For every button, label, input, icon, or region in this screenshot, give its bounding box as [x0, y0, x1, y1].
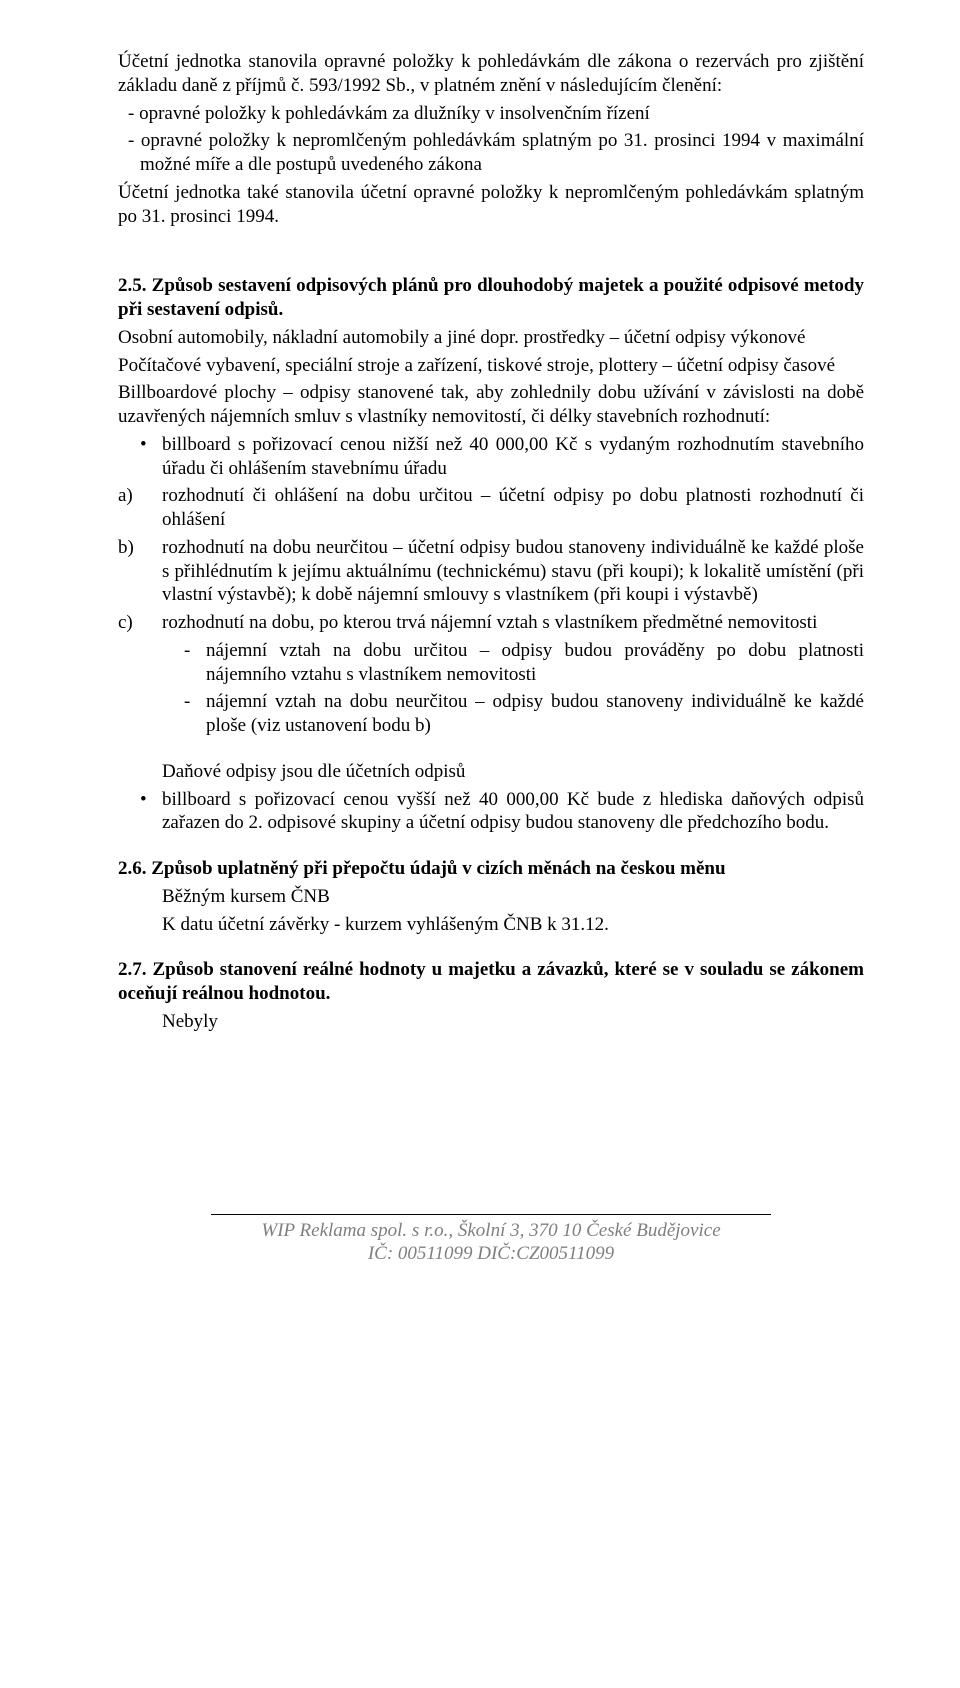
- footer-line-2: IČ: 00511099 DIČ:CZ00511099: [118, 1242, 864, 1266]
- paragraph: Počítačové vybavení, speciální stroje a …: [118, 354, 864, 378]
- marker-a: a): [118, 484, 133, 508]
- list-item-text: rozhodnutí na dobu, po kterou trvá nájem…: [162, 612, 817, 633]
- list-item: - opravné položky k pohledávkám za dlužn…: [118, 102, 864, 126]
- paragraph: Účetní jednotka stanovila opravné položk…: [118, 50, 864, 98]
- marker-c: c): [118, 611, 133, 635]
- paragraph: Účetní jednotka také stanovila účetní op…: [118, 181, 864, 229]
- list-item-b: b) rozhodnutí na dobu neurčitou – účetní…: [118, 536, 864, 607]
- marker-b: b): [118, 536, 134, 560]
- section-heading-2-7: 2.7. Způsob stanovení reálné hodnoty u m…: [118, 958, 864, 1006]
- sub-list-item: nájemní vztah na dobu určitou – odpisy b…: [118, 639, 864, 687]
- list-item-text: rozhodnutí na dobu neurčitou – účetní od…: [162, 537, 864, 606]
- list-item-text: rozhodnutí či ohlášení na dobu určitou –…: [162, 485, 864, 530]
- paragraph: Daňové odpisy jsou dle účetních odpisů: [118, 760, 864, 784]
- paragraph: Běžným kursem ČNB: [118, 885, 864, 909]
- list-item-c: c) rozhodnutí na dobu, po kterou trvá ná…: [118, 611, 864, 635]
- sub-list-item: nájemní vztah na dobu neurčitou – odpisy…: [118, 690, 864, 738]
- footer-divider: [211, 1214, 771, 1215]
- paragraph: Billboardové plochy – odpisy stanovené t…: [118, 381, 864, 429]
- document-page: Účetní jednotka stanovila opravné položk…: [0, 0, 960, 1306]
- section-heading-2-5: 2.5. Způsob sestavení odpisových plánů p…: [118, 274, 864, 322]
- paragraph: K datu účetní závěrky - kurzem vyhlášený…: [118, 913, 864, 937]
- footer-line-1: WIP Reklama spol. s r.o., Školní 3, 370 …: [118, 1219, 864, 1243]
- paragraph: Nebyly: [118, 1010, 864, 1034]
- bullet-item: billboard s pořizovací cenou vyšší než 4…: [118, 788, 864, 836]
- list-item: - opravné položky k nepromlčeným pohledá…: [118, 129, 864, 177]
- bullet-item: billboard s pořizovací cenou nižší než 4…: [118, 433, 864, 481]
- page-footer: WIP Reklama spol. s r.o., Školní 3, 370 …: [118, 1214, 864, 1267]
- section-heading-2-6: 2.6. Způsob uplatněný při přepočtu údajů…: [118, 857, 864, 881]
- list-item-a: a) rozhodnutí či ohlášení na dobu určito…: [118, 484, 864, 532]
- paragraph: Osobní automobily, nákladní automobily a…: [118, 326, 864, 350]
